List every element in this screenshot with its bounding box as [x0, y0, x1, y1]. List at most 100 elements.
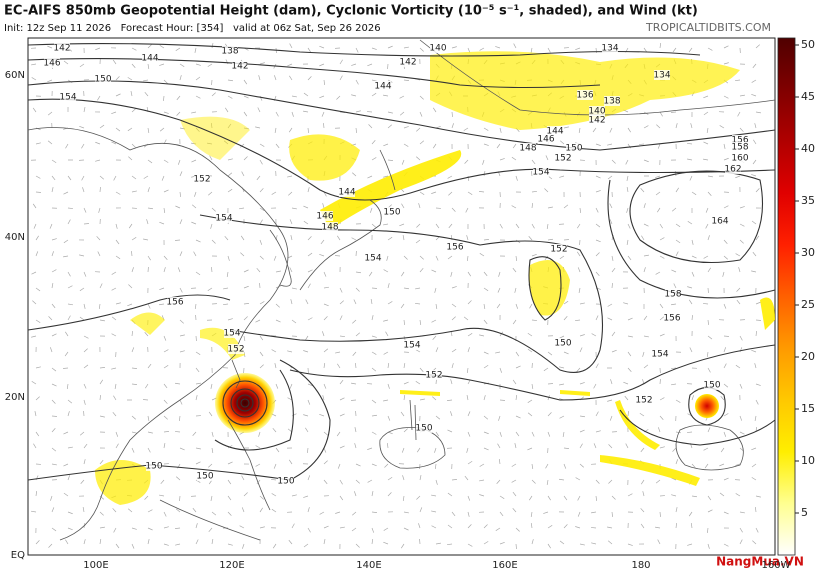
wind-barb: [640, 523, 645, 529]
wind-barb: [339, 445, 345, 449]
wind-barb: [271, 508, 277, 513]
wind-barb: [275, 143, 280, 149]
wind-barb: [241, 171, 245, 177]
wind-barb: [691, 395, 694, 401]
wind-barb: [547, 206, 553, 209]
wind-barb: [723, 205, 729, 209]
wind-barb: [210, 223, 213, 229]
wind-barb: [675, 239, 681, 244]
wind-barb: [479, 334, 485, 337]
wind-barb: [659, 111, 663, 117]
wind-barb: [50, 347, 53, 353]
contour-label-bg: [44, 58, 60, 68]
wind-barb: [67, 271, 71, 277]
wind-barb: [255, 319, 261, 323]
wind-barb: [751, 349, 757, 353]
wind-barb: [32, 107, 37, 113]
colorbar-label: 15: [801, 402, 815, 415]
colorbar-label: 40: [801, 142, 815, 155]
wind-barb: [401, 203, 405, 209]
wind-barb: [144, 495, 149, 500]
wind-barb: [643, 223, 649, 227]
wind-barb: [163, 415, 168, 420]
wind-barb: [499, 431, 502, 437]
wind-barb: [51, 507, 55, 513]
wind-barb: [751, 447, 757, 451]
wind-barb: [577, 223, 581, 229]
wind-barb: [99, 319, 105, 322]
wind-barb: [611, 159, 616, 164]
wind-barb: [416, 223, 421, 228]
contour-label: 154: [215, 214, 232, 224]
wind-barb: [227, 479, 232, 485]
wind-barb: [431, 494, 437, 497]
wind-barb: [291, 413, 297, 417]
wind-barb: [83, 383, 87, 389]
wind-barb: [723, 157, 729, 161]
contour-label-bg: [732, 135, 748, 145]
wind-barb: [307, 127, 309, 134]
wind-barb: [579, 429, 585, 433]
wind-barb: [275, 447, 280, 453]
wind-barb: [163, 335, 167, 341]
wind-barb: [657, 427, 661, 433]
wind-barb: [387, 383, 390, 389]
wind-barb: [575, 526, 581, 529]
wind-barb: [403, 79, 410, 82]
contour-label: 150: [554, 339, 571, 349]
wind-barb: [227, 255, 230, 261]
wind-barb: [513, 43, 517, 49]
wind-barb: [655, 479, 661, 484]
wind-barb: [243, 269, 249, 273]
wind-barb: [483, 524, 488, 529]
contour-label: 148: [321, 223, 338, 233]
wind-barb: [755, 383, 761, 386]
wind-barb: [402, 475, 405, 481]
wind-barb: [483, 447, 489, 451]
wind-barb: [691, 495, 697, 498]
wind-barb: [448, 223, 453, 229]
wind-barb: [703, 111, 709, 116]
wind-barb: [755, 399, 759, 405]
wind-barb: [256, 175, 261, 181]
wind-barb: [627, 143, 632, 149]
wind-barb: [483, 364, 489, 369]
wind-barb: [227, 79, 233, 82]
wind-barb: [387, 111, 393, 114]
wind-barb: [657, 143, 661, 149]
wind-barb: [305, 335, 309, 341]
wind-barb: [115, 543, 120, 549]
wind-barb: [31, 510, 37, 513]
wind-barb: [112, 59, 117, 65]
wind-barb: [495, 527, 501, 531]
wind-barb: [686, 431, 693, 433]
contour-label: 134: [601, 44, 618, 54]
wind-barb: [625, 443, 629, 449]
wind-barb: [723, 511, 729, 515]
wind-barb: [207, 287, 213, 291]
wind-barb: [643, 364, 649, 369]
wind-barb: [595, 363, 599, 369]
wind-barb: [574, 319, 581, 322]
wind-barb: [595, 207, 599, 213]
wind-barb: [419, 267, 424, 273]
wind-barb: [419, 47, 424, 52]
wind-barb: [739, 127, 744, 132]
wind-barb: [563, 463, 567, 469]
wind-barb: [163, 526, 169, 529]
wind-barb: [498, 271, 501, 277]
wind-barb: [463, 127, 469, 131]
wind-barb: [384, 463, 389, 468]
wind-barb: [319, 511, 325, 515]
wind-barb: [163, 79, 168, 84]
wind-barb: [163, 189, 169, 193]
wind-barb: [739, 431, 745, 435]
wind-barb: [35, 191, 42, 193]
contour-label-bg: [589, 106, 605, 116]
wind-barb: [163, 349, 169, 353]
coastlines: [27, 39, 776, 541]
wind-barb: [467, 300, 472, 305]
contour-label: 152: [425, 371, 442, 381]
wind-barb: [383, 527, 389, 531]
wind-barb: [467, 543, 473, 547]
